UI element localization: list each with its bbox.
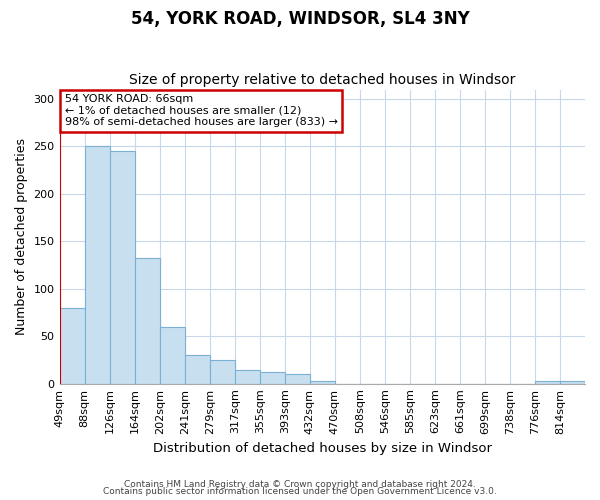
Bar (59, 308, 85, 384)
Text: Contains public sector information licensed under the Open Government Licence v3: Contains public sector information licen… (103, 488, 497, 496)
Bar (235, 370, 260, 384)
Text: 54, YORK ROAD, WINDSOR, SL4 3NY: 54, YORK ROAD, WINDSOR, SL4 3NY (131, 10, 469, 28)
Bar (285, 374, 310, 384)
Y-axis label: Number of detached properties: Number of detached properties (15, 138, 28, 335)
Bar (185, 355, 209, 384)
X-axis label: Distribution of detached houses by size in Windsor: Distribution of detached houses by size … (153, 442, 492, 455)
Bar (260, 372, 285, 384)
Bar (310, 381, 335, 384)
Bar (535, 381, 560, 384)
Bar (560, 381, 585, 384)
Bar (160, 327, 185, 384)
Title: Size of property relative to detached houses in Windsor: Size of property relative to detached ho… (129, 73, 515, 87)
Bar (110, 151, 134, 384)
Text: Contains HM Land Registry data © Crown copyright and database right 2024.: Contains HM Land Registry data © Crown c… (124, 480, 476, 489)
Bar (134, 258, 160, 384)
Text: 54 YORK ROAD: 66sqm
← 1% of detached houses are smaller (12)
98% of semi-detache: 54 YORK ROAD: 66sqm ← 1% of detached hou… (65, 94, 338, 127)
Bar (209, 360, 235, 384)
Bar (85, 146, 110, 384)
